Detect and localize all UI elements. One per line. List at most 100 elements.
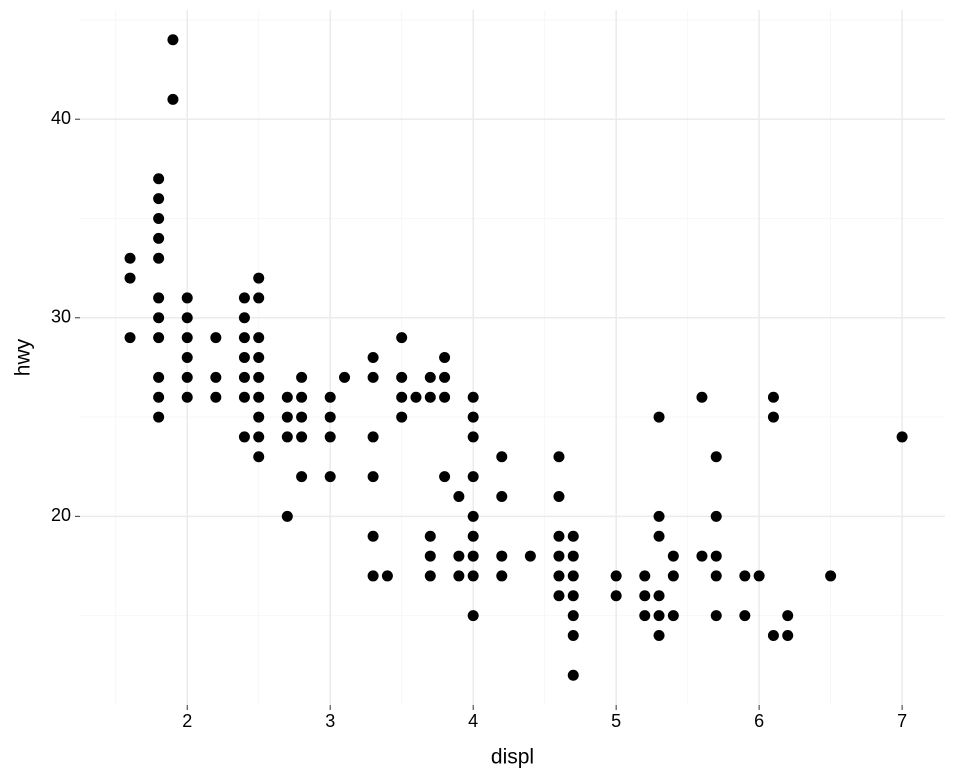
data-point [182,392,193,403]
data-point [639,570,650,581]
data-point [153,173,164,184]
data-point [153,392,164,403]
data-point [253,332,264,343]
data-point [696,551,707,562]
data-point [754,570,765,581]
data-point [125,273,136,284]
data-point [782,630,793,641]
data-point [296,412,307,423]
y-tick-label: 40 [51,108,71,128]
data-point [210,372,221,383]
data-point [654,590,665,601]
data-point [468,610,479,621]
data-point [654,610,665,621]
data-point [654,531,665,542]
x-tick-label: 5 [611,711,621,731]
data-point [525,551,536,562]
data-point [897,431,908,442]
data-point [239,332,250,343]
data-point [496,551,507,562]
data-point [654,630,665,641]
data-point [711,610,722,621]
data-point [125,332,136,343]
data-point [568,590,579,601]
data-point [368,531,379,542]
data-point [368,372,379,383]
data-point [325,392,336,403]
data-point [396,332,407,343]
data-point [153,213,164,224]
data-point [654,511,665,522]
chart-svg: 234567203040displhwy [0,0,960,768]
y-tick-label: 30 [51,307,71,327]
data-point [439,471,450,482]
data-point [711,551,722,562]
data-point [296,471,307,482]
data-point [296,431,307,442]
data-point [668,570,679,581]
data-point [425,531,436,542]
data-point [739,610,750,621]
data-point [167,94,178,105]
data-point [668,610,679,621]
data-point [253,451,264,462]
data-point [153,253,164,264]
data-point [568,630,579,641]
data-point [396,372,407,383]
data-point [439,372,450,383]
data-point [468,511,479,522]
data-point [553,570,564,581]
data-point [468,431,479,442]
data-point [553,491,564,502]
data-point [711,451,722,462]
data-point [568,610,579,621]
data-point [239,431,250,442]
data-point [239,372,250,383]
x-tick-label: 6 [754,711,764,731]
data-point [253,273,264,284]
data-point [153,332,164,343]
data-point [668,551,679,562]
data-point [739,570,750,581]
x-tick-label: 4 [468,711,478,731]
data-point [282,392,293,403]
data-point [325,412,336,423]
data-point [453,570,464,581]
data-point [768,412,779,423]
data-point [282,511,293,522]
data-point [153,193,164,204]
data-point [368,471,379,482]
data-point [153,233,164,244]
data-point [825,570,836,581]
data-point [396,412,407,423]
data-point [553,531,564,542]
data-point [182,352,193,363]
data-point [239,392,250,403]
data-point [496,491,507,502]
data-point [553,590,564,601]
data-point [339,372,350,383]
data-point [368,352,379,363]
data-point [568,570,579,581]
data-point [282,412,293,423]
data-point [253,352,264,363]
data-point [182,312,193,323]
data-point [253,412,264,423]
data-point [296,372,307,383]
data-point [439,392,450,403]
data-point [782,610,793,621]
data-point [153,292,164,303]
data-point [296,392,307,403]
data-point [468,392,479,403]
x-tick-label: 3 [325,711,335,731]
scatter-chart: 234567203040displhwy [0,0,960,768]
panel-background [80,10,945,705]
data-point [496,570,507,581]
data-point [496,451,507,462]
data-point [453,491,464,502]
data-point [239,352,250,363]
data-point [153,312,164,323]
data-point [425,570,436,581]
data-point [325,471,336,482]
data-point [568,531,579,542]
